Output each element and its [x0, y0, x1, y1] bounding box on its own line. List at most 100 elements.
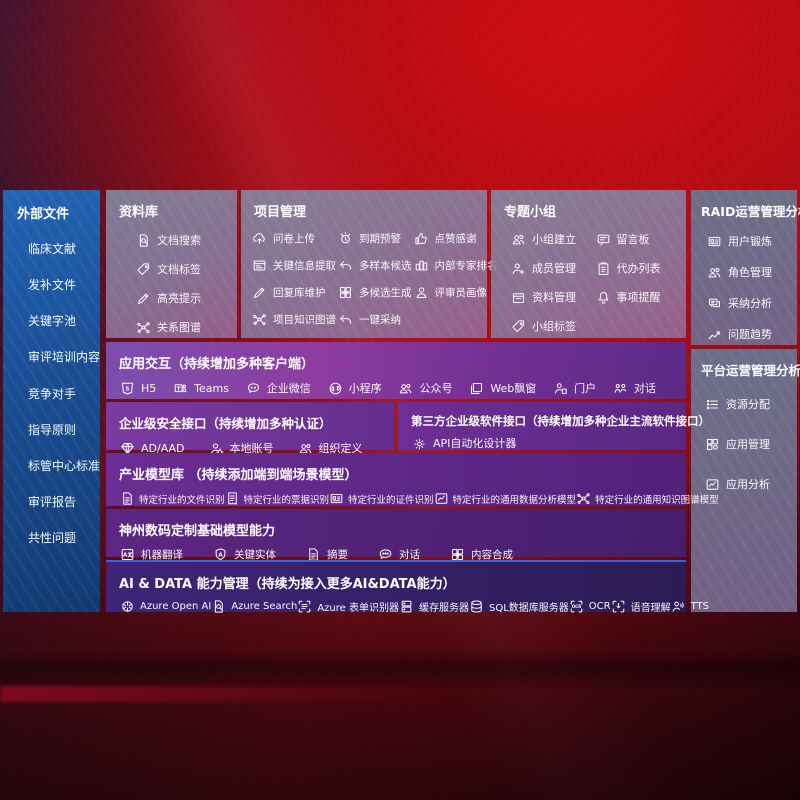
h5-icon [120, 381, 135, 396]
item-label: TTS [690, 601, 709, 612]
list-item: API自动化设计器 [412, 435, 516, 451]
list-item: Web飘窗 [469, 380, 536, 396]
item-label: 回复库维护 [273, 287, 326, 299]
item-label: 文档搜索 [157, 234, 201, 247]
item-label: 留言板 [616, 233, 650, 246]
ai-data-list: Azure Open AI Azure Search Azure 表单识别器 缓存服务… [120, 599, 709, 614]
item-label: 门户 [574, 382, 597, 395]
list-item: 评审员画像 [414, 285, 498, 300]
multi-gen-icon [338, 285, 353, 300]
band-title: 应用交互（持续增加多种客户端） [119, 357, 315, 372]
industry-models-band: 产业模型库 （持续添加端到端场景模型） 特定行业的文件识别 特定行业的票据识别 特定… [106, 453, 719, 506]
list-item: 审评报告 [28, 493, 100, 510]
list-item: 内容合成 [450, 547, 513, 562]
item-label: Web飘窗 [490, 382, 537, 395]
list-item: TTS [671, 599, 709, 614]
thirdparty-list: API自动化设计器 [412, 435, 672, 451]
item-label: 临床文献 [28, 242, 77, 256]
app-interaction-band: 应用交互（持续增加多种客户端） H5 Teams 企业微信 小程序 公众号 Web飘窗 门户… [106, 342, 686, 399]
alarm-icon [338, 231, 353, 246]
item-label: 对话 [399, 549, 420, 561]
item-label: 审评报告 [28, 494, 77, 509]
trend-icon [707, 327, 722, 342]
item-label: 小组建立 [532, 233, 576, 246]
item-label: 标管中心标准 [28, 458, 101, 473]
item-label: 高亮提示 [157, 292, 201, 305]
knowledge-graph-icon [252, 312, 267, 327]
cache-server-icon [399, 599, 414, 614]
item-label: 关键信息提取 [273, 260, 336, 272]
item-label: 项目知识图谱 [273, 314, 336, 326]
list-item: Azure Search [211, 599, 297, 614]
list-item: 标管中心标准 [28, 457, 100, 474]
item-label: Azure 表单识别器 [317, 603, 399, 614]
list-item: 缓存服务器 [399, 599, 469, 614]
panel-title: 平台运营管理分析 [701, 363, 800, 378]
item-label: 点赞感谢 [434, 233, 477, 245]
people-icon [511, 232, 526, 247]
list-item: 小组标签 [511, 318, 596, 334]
item-label: 对话 [633, 382, 656, 395]
panel-title: 外部文件 [17, 207, 70, 222]
project-management-panel: 项目管理 问卷上传 到期预警 点赞感谢 关键信息提取 多样本候选 内部专家排名 回复库维护 多… [241, 190, 498, 338]
item-label: 内容合成 [471, 549, 513, 561]
list-item: 采纳分析 [707, 295, 797, 311]
list-item: 对话 [378, 547, 420, 562]
background-bottom-shadow [0, 650, 800, 688]
list-item: 关键信息提取 [252, 258, 336, 273]
item-label: 关键字池 [28, 314, 77, 329]
panel-title: RAID运营管理分析 [701, 204, 800, 219]
list-item: 语音理解 [611, 599, 671, 614]
item-label: 指导原则 [28, 422, 77, 437]
item-label: API自动化设计器 [433, 437, 517, 450]
list-item: 关键字池 [28, 312, 100, 329]
miniprogram-icon [328, 381, 343, 396]
list-item: 企业微信 [246, 380, 311, 396]
item-label: 多样本候选 [359, 260, 412, 272]
panel-title: 资料库 [119, 205, 159, 220]
bell-icon [596, 290, 611, 305]
list-item: 关系图谱 [136, 319, 237, 335]
apps-icon [705, 437, 720, 452]
api-gear-icon [412, 436, 427, 451]
list-item: 代办列表 [596, 260, 681, 276]
security-list: AD/AAD 本地账号 组织定义 [120, 440, 380, 456]
list-item: 内部专家排名 [414, 258, 498, 273]
item-label: 用户锻炼 [728, 235, 772, 248]
external-files-list: 临床文献 发补文件 关键字池 审评培训内容 竞争对手 指导原则 标管中心标准 审评报告 共性问题 [3, 240, 100, 546]
cloud-upload-icon [252, 231, 267, 246]
ocr-icon [569, 599, 584, 614]
info-extract-icon [252, 258, 267, 273]
list-item: 回复库维护 [252, 285, 336, 300]
item-label: 内部专家排名 [434, 260, 498, 272]
item-label: 摘要 [327, 549, 348, 561]
industry-list: 特定行业的文件识别 特定行业的票据识别 特定行业的证件识别 特定行业的通用数据分析模型… [120, 491, 719, 506]
list-item: 高亮提示 [136, 290, 237, 306]
item-label: 资料管理 [532, 291, 576, 304]
item-label: 共性问题 [28, 531, 77, 545]
ai-data-band: AI & DATA 能力管理（持续为接入更多AI&DATA能力） Azure O… [106, 560, 709, 614]
list-item: Azure Open AI [120, 599, 211, 614]
band-title: 神州数码定制基础模型能力 [119, 524, 276, 539]
list-item: 竞争对手 [28, 385, 100, 402]
highlight-pen-icon [136, 291, 151, 306]
list-item: Azure 表单识别器 [297, 599, 399, 614]
security-interface-band: 企业级安全接口（持续增加多种认证） AD/AAD 本地账号 组织定义 [106, 402, 394, 450]
item-label: 企业微信 [266, 382, 311, 395]
tag-icon [511, 319, 526, 334]
bbs-icon [596, 232, 611, 247]
idcard-icon [707, 234, 722, 249]
teams-icon [173, 381, 188, 396]
item-label: 特定行业的通用数据分析模型 [452, 494, 577, 506]
list-item: 特定行业的通用知识图谱模型 [576, 491, 719, 506]
platform-analysis-panel: 平台运营管理分析 资源分配 应用管理 应用分析 [691, 349, 800, 612]
list-item: 资源分配 [705, 396, 797, 412]
item-label: 到期预警 [359, 233, 401, 245]
knowledge-graph-icon [136, 320, 151, 335]
item-label: 小程序 [348, 382, 382, 395]
list-item: 留言板 [596, 231, 681, 247]
form-recognizer-icon [297, 599, 312, 614]
list-item: 临床文献 [28, 240, 100, 257]
list-item: 项目知识图谱 [252, 312, 336, 327]
doc-search-icon [136, 233, 151, 248]
